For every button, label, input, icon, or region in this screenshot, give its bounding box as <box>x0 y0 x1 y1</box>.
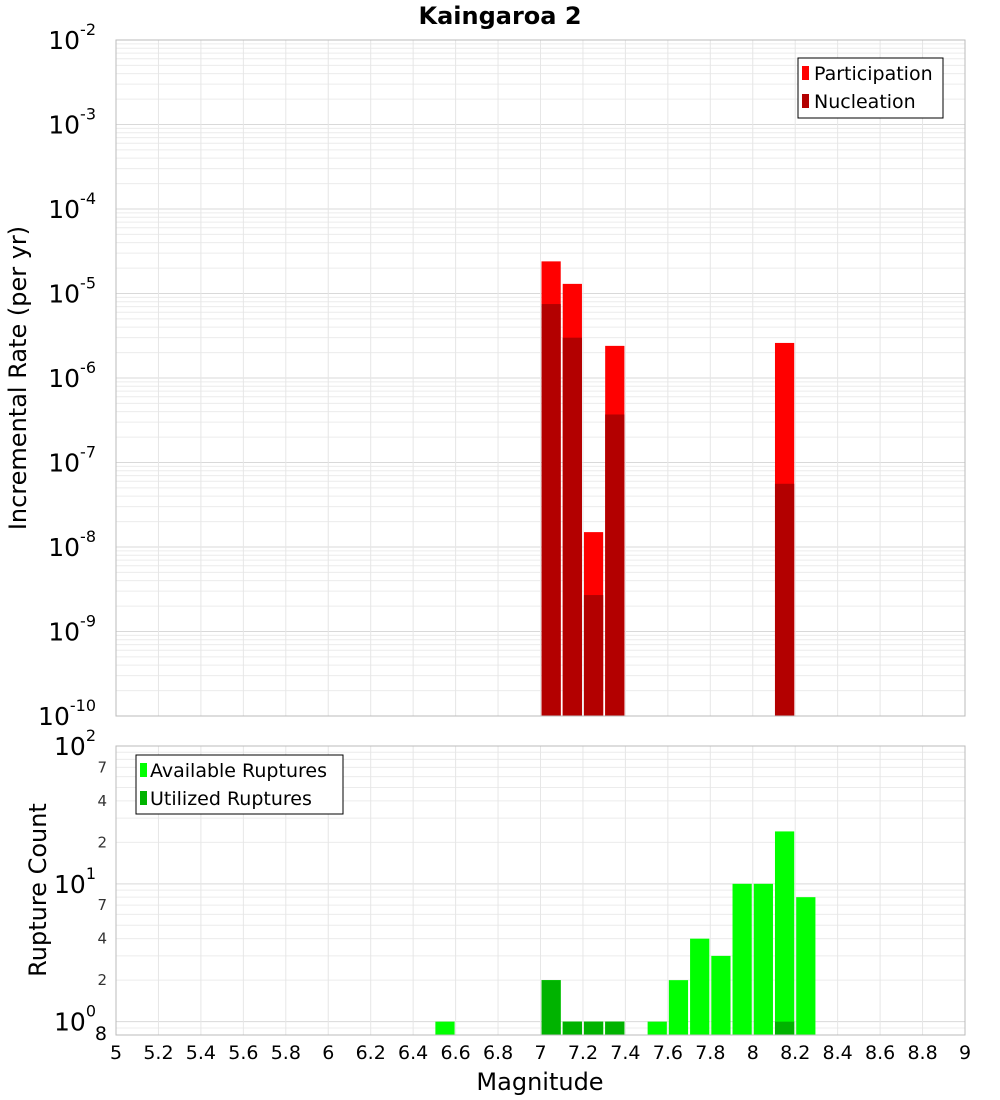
x-tick-label: 5.6 <box>228 1042 258 1064</box>
x-tick-label: 8.6 <box>865 1042 895 1064</box>
legend-swatch-participation <box>802 66 809 80</box>
y-tick-label: 10-9 <box>48 612 96 647</box>
legend-label-available-ruptures: Available Ruptures <box>150 760 327 782</box>
legend-label-utilized-ruptures: Utilized Ruptures <box>150 788 312 810</box>
nucleation-bar <box>562 337 582 716</box>
available-ruptures-bar <box>668 980 689 1035</box>
y-tick-label: 10-4 <box>48 189 96 224</box>
top-plot-grid <box>115 39 966 717</box>
x-tick-label: 5.4 <box>186 1042 216 1064</box>
x-tick-label: 7.6 <box>653 1042 683 1064</box>
y-tick-label: 10-10 <box>38 696 96 731</box>
y-minor-tick-label: 4 <box>97 930 107 948</box>
available-ruptures-bar <box>796 897 816 1035</box>
y-minor-tick-label: 7 <box>97 896 107 914</box>
utilized-ruptures-bar <box>562 1021 582 1035</box>
x-tick-label: 5.2 <box>143 1042 173 1064</box>
y-minor-tick-label: 7 <box>97 758 107 776</box>
available-ruptures-bar <box>435 1021 455 1035</box>
legend-swatch-utilized-ruptures <box>140 791 147 805</box>
bottom-plot-frame <box>115 745 966 1036</box>
x-tick-label: 6.8 <box>483 1042 513 1064</box>
y-tick-label: 102 <box>54 726 96 761</box>
top-plot-bars <box>541 261 795 716</box>
y-tick-label: 10-2 <box>48 20 96 55</box>
available-ruptures-bar <box>647 1021 667 1035</box>
x-tick-label: 6.6 <box>440 1042 470 1064</box>
y-minor-tick-label: 8 <box>95 1023 107 1045</box>
x-tick-label: 7.2 <box>568 1042 598 1064</box>
utilized-ruptures-bar <box>774 1021 795 1035</box>
nucleation-bar <box>774 483 795 716</box>
legend-label-nucleation: Nucleation <box>814 91 916 113</box>
x-tick-label: 8 <box>747 1042 759 1064</box>
legend-label-participation: Participation <box>814 63 933 85</box>
y-tick-label: 10-8 <box>48 527 96 562</box>
chart-title: Kaingaroa 2 <box>418 2 581 30</box>
available-ruptures-bar <box>753 883 773 1035</box>
y-minor-tick-label: 2 <box>97 971 107 989</box>
bottom-y-axis-ticks: 102 101 100 7 4 2 7 4 2 8 <box>54 726 107 1045</box>
utilized-ruptures-bar <box>583 1021 604 1035</box>
top-legend: Participation Nucleation <box>797 57 944 119</box>
bottom-plot-grid <box>115 745 966 1036</box>
x-tick-label: 7 <box>534 1042 546 1064</box>
utilized-ruptures-bar <box>541 980 561 1035</box>
top-y-axis-ticks: 10-2 10-3 10-4 10-5 10-6 10-7 10-8 10-9 10-10 <box>38 20 96 731</box>
x-axis-ticks: 5 5.2 5.4 5.6 5.8 6 6.2 6.4 6.6 6.8 7 7.2 7.4 7.6 7.8 8… <box>110 1042 971 1064</box>
x-tick-label: 7.8 <box>695 1042 725 1064</box>
x-tick-label: 5 <box>110 1042 122 1064</box>
bottom-legend: Available Ruptures Utilized Ruptures <box>135 754 344 815</box>
legend-swatch-available-ruptures <box>140 763 147 777</box>
x-tick-label: 6.2 <box>356 1042 386 1064</box>
x-tick-label: 8.8 <box>907 1042 937 1064</box>
top-y-axis-label: Incremental Rate (per yr) <box>4 226 32 530</box>
nucleation-bar <box>605 414 625 716</box>
legend-swatch-nucleation <box>802 94 809 108</box>
x-tick-label: 5.8 <box>271 1042 301 1064</box>
y-tick-label: 10-3 <box>48 105 96 140</box>
top-plot-frame <box>115 39 966 717</box>
y-tick-label: 10-5 <box>48 274 96 309</box>
available-ruptures-bar <box>732 883 752 1035</box>
available-ruptures-bar <box>774 831 795 1035</box>
x-tick-label: 7.4 <box>610 1042 640 1064</box>
y-tick-label: 101 <box>54 864 96 899</box>
x-tick-label: 8.2 <box>780 1042 810 1064</box>
bottom-plot-bars <box>435 831 816 1035</box>
x-tick-label: 8.4 <box>823 1042 853 1064</box>
x-tick-label: 6.4 <box>398 1042 428 1064</box>
y-minor-tick-label: 2 <box>97 833 107 851</box>
x-tick-label: 9 <box>959 1042 971 1064</box>
available-ruptures-bar <box>690 938 710 1035</box>
nucleation-bar <box>541 304 561 716</box>
x-tick-label: 6 <box>322 1042 334 1064</box>
x-axis-label: Magnitude <box>476 1068 603 1096</box>
bottom-y-axis-label: Rupture Count <box>24 803 52 977</box>
available-ruptures-bar <box>711 955 731 1035</box>
nucleation-bar <box>583 595 604 716</box>
y-tick-label: 10-6 <box>48 358 96 393</box>
y-tick-label: 100 <box>54 1002 96 1037</box>
y-minor-tick-label: 4 <box>97 792 107 810</box>
y-tick-label: 10-7 <box>48 443 96 478</box>
utilized-ruptures-bar <box>605 1021 625 1035</box>
